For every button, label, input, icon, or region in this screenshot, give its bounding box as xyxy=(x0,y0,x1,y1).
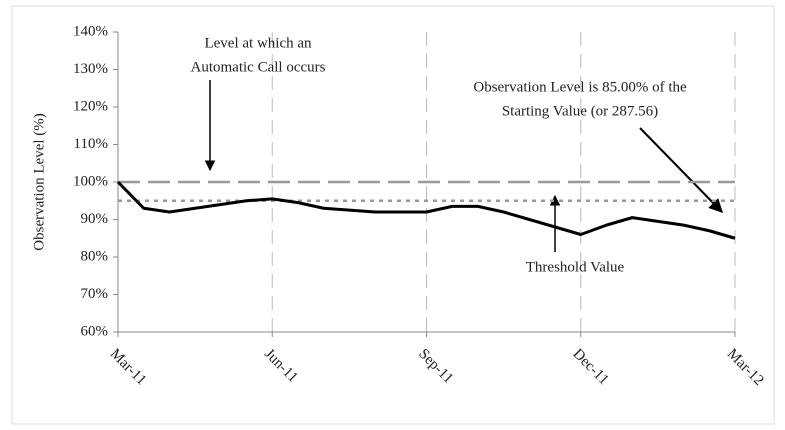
x-tick-label: Dec-11 xyxy=(569,346,611,388)
y-tick-label: 130% xyxy=(73,61,108,77)
y-tick-label: 90% xyxy=(81,211,109,227)
annotation: Observation Level is 85.00% of the xyxy=(473,79,687,95)
x-tick-label: Mar-11 xyxy=(107,346,150,389)
annotation: Level at which an xyxy=(204,35,312,51)
x-tick-label: Mar-12 xyxy=(724,346,767,389)
annotation: Threshold Value xyxy=(526,259,625,275)
y-tick-label: 60% xyxy=(81,323,109,339)
x-tick-label: Jun-11 xyxy=(261,346,301,386)
y-tick-label: 80% xyxy=(81,248,109,264)
y-tick-label: 70% xyxy=(81,286,109,302)
x-tick-label: Sep-11 xyxy=(415,346,456,387)
data-line xyxy=(116,180,736,240)
arrow xyxy=(639,127,723,214)
y-tick-label: 110% xyxy=(74,136,108,152)
annotation: Automatic Call occurs xyxy=(191,59,326,75)
y-tick-label: 140% xyxy=(73,23,108,39)
frame xyxy=(11,5,775,425)
y-axis-label: Observation Level (%) xyxy=(31,113,47,250)
y-tick-label: 120% xyxy=(73,98,108,114)
y-tick-label: 100% xyxy=(73,173,108,189)
annotation: Starting Value (or 287.56) xyxy=(502,103,658,119)
